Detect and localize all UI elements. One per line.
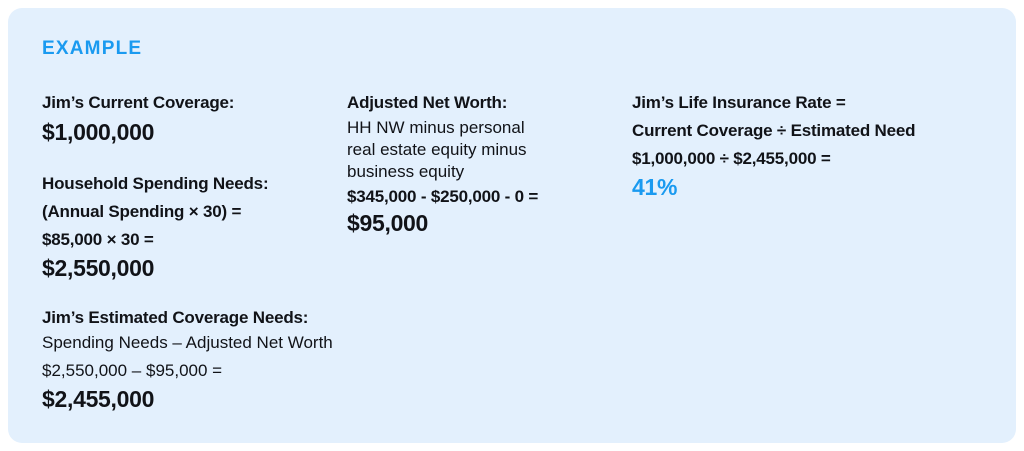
spending-needs-label: Household Spending Needs: bbox=[42, 174, 269, 193]
example-heading: EXAMPLE bbox=[42, 38, 143, 59]
net-worth-value: $95,000 bbox=[347, 210, 429, 236]
estimated-needs-value: $2,455,000 bbox=[42, 386, 155, 412]
net-worth-desc-2: real estate equity minus bbox=[347, 140, 527, 159]
current-coverage-label: Jim’s Current Coverage: bbox=[42, 93, 235, 112]
spending-needs-section: Household Spending Needs: (Annual Spendi… bbox=[42, 173, 269, 282]
spending-needs-value: $2,550,000 bbox=[42, 255, 155, 281]
estimated-needs-label: Jim’s Estimated Coverage Needs: bbox=[42, 308, 309, 327]
current-coverage-section: Jim’s Current Coverage: $1,000,000 bbox=[42, 92, 234, 146]
estimated-needs-section: Jim’s Estimated Coverage Needs: Spending… bbox=[42, 307, 333, 413]
estimated-needs-formula: Spending Needs – Adjusted Net Worth bbox=[42, 333, 333, 352]
rate-value: 41% bbox=[632, 174, 678, 200]
net-worth-desc-1: HH NW minus personal bbox=[347, 118, 525, 137]
rate-label: Jim’s Life Insurance Rate = bbox=[632, 93, 846, 112]
current-coverage-value: $1,000,000 bbox=[42, 119, 155, 145]
example-card bbox=[8, 8, 1016, 443]
net-worth-calc: $345,000 - $250,000 - 0 = bbox=[347, 187, 539, 206]
rate-section: Jim’s Life Insurance Rate = Current Cove… bbox=[632, 92, 916, 201]
spending-needs-calc: $85,000 × 30 = bbox=[42, 230, 154, 249]
spending-needs-formula: (Annual Spending × 30) = bbox=[42, 202, 242, 221]
estimated-needs-calc: $2,550,000 – $95,000 = bbox=[42, 361, 223, 380]
net-worth-desc-3: business equity bbox=[347, 162, 465, 181]
net-worth-section: Adjusted Net Worth: HH NW minus personal… bbox=[347, 92, 538, 237]
rate-formula: Current Coverage ÷ Estimated Need bbox=[632, 121, 916, 140]
net-worth-label: Adjusted Net Worth: bbox=[347, 93, 508, 112]
rate-calc: $1,000,000 ÷ $2,455,000 = bbox=[632, 149, 831, 168]
